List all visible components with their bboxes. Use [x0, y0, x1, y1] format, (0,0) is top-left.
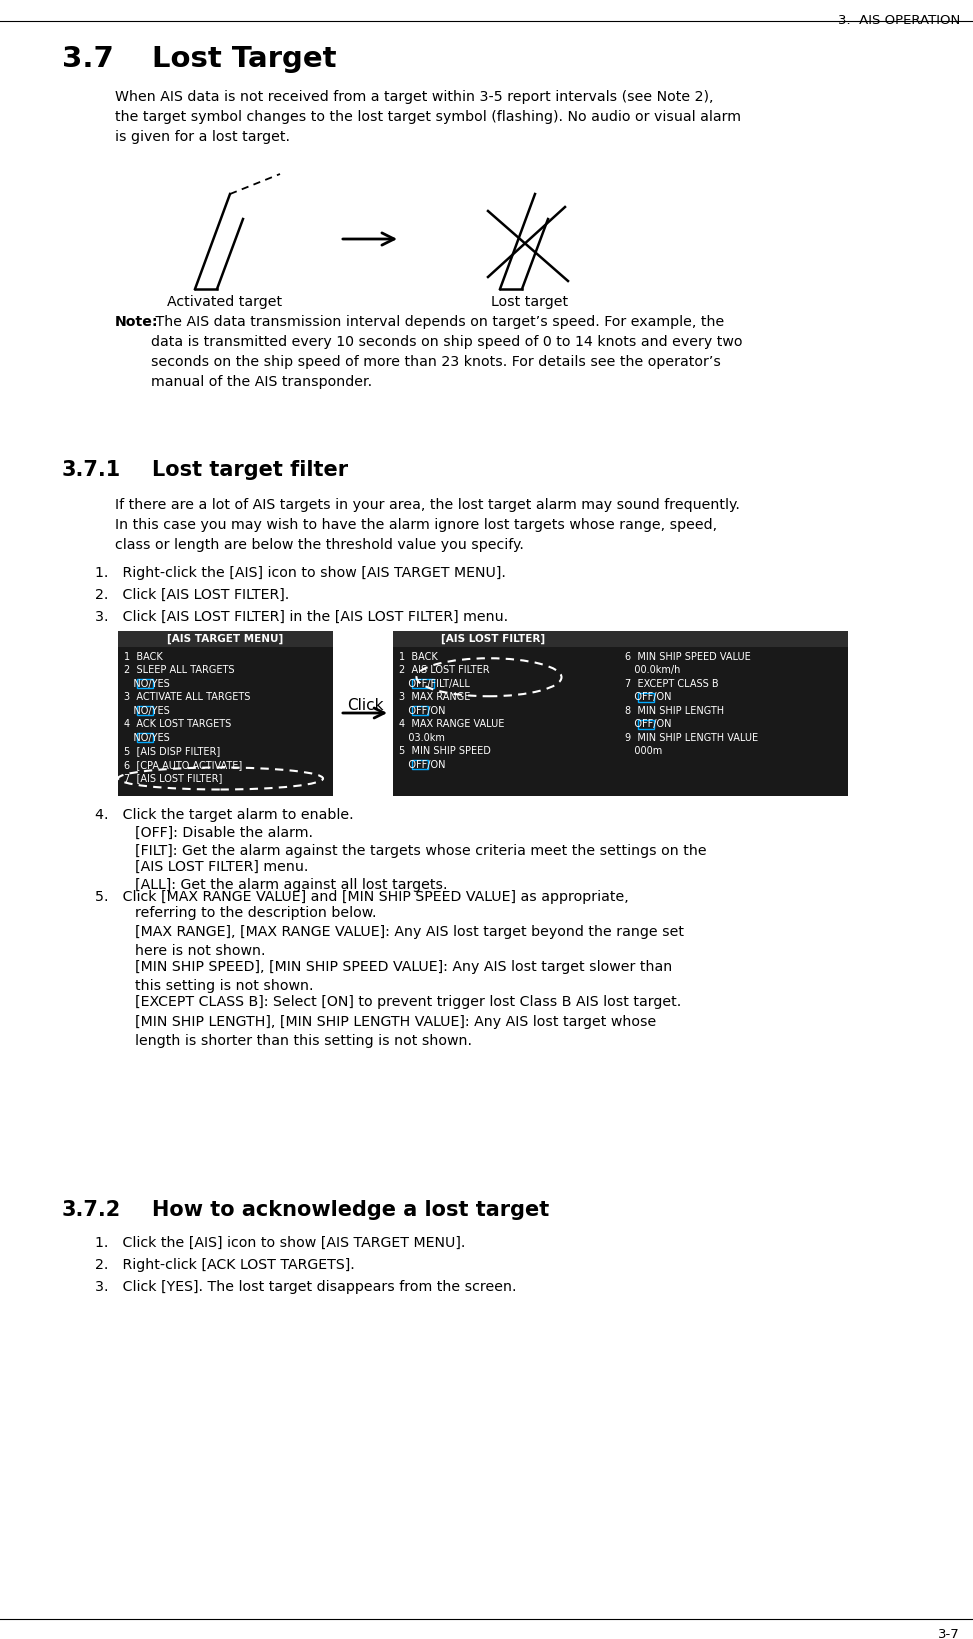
Text: How to acknowledge a lost target: How to acknowledge a lost target: [152, 1200, 549, 1219]
Text: Click: Click: [346, 698, 383, 713]
Text: 5  MIN SHIP SPEED: 5 MIN SHIP SPEED: [399, 746, 490, 756]
Text: NO/YES: NO/YES: [124, 705, 169, 716]
Text: 3.7.1: 3.7.1: [62, 459, 122, 480]
Text: 4  MAX RANGE VALUE: 4 MAX RANGE VALUE: [399, 720, 504, 729]
Bar: [412, 680, 434, 688]
Text: 3.7: 3.7: [62, 44, 114, 74]
Text: 4. Click the target alarm to enable.: 4. Click the target alarm to enable.: [95, 808, 353, 821]
Text: [AIS TARGET MENU]: [AIS TARGET MENU]: [167, 634, 283, 644]
Text: 6  MIN SHIP SPEED VALUE: 6 MIN SHIP SPEED VALUE: [625, 652, 751, 662]
Text: 9  MIN SHIP LENGTH VALUE: 9 MIN SHIP LENGTH VALUE: [625, 733, 758, 742]
Text: OFF/ON: OFF/ON: [625, 720, 671, 729]
Text: 4  ACK LOST TARGETS: 4 ACK LOST TARGETS: [124, 720, 232, 729]
Text: [OFF]: Disable the alarm.: [OFF]: Disable the alarm.: [135, 826, 313, 839]
Polygon shape: [393, 631, 848, 797]
Text: [ALL]: Get the alarm against all lost targets.: [ALL]: Get the alarm against all lost ta…: [135, 877, 448, 892]
Text: OFF/FILT/ALL: OFF/FILT/ALL: [399, 679, 470, 688]
Text: 1. Right-click the [AIS] icon to show [AIS TARGET MENU].: 1. Right-click the [AIS] icon to show [A…: [95, 565, 506, 580]
Text: Lost Target: Lost Target: [152, 44, 337, 74]
Text: Lost target filter: Lost target filter: [152, 459, 348, 480]
Text: 6  [CPA AUTO ACTIVATE]: 6 [CPA AUTO ACTIVATE]: [124, 759, 242, 770]
Text: Lost target: Lost target: [491, 295, 568, 308]
Polygon shape: [393, 631, 848, 647]
Text: 000m: 000m: [625, 746, 663, 756]
Bar: [638, 720, 654, 729]
Text: 03.0km: 03.0km: [399, 733, 445, 742]
Text: 3. Click [AIS LOST FILTER] in the [AIS LOST FILTER] menu.: 3. Click [AIS LOST FILTER] in the [AIS L…: [95, 610, 508, 623]
Text: 2  AIS LOST FILTER: 2 AIS LOST FILTER: [399, 665, 489, 675]
Text: OFF/ON: OFF/ON: [625, 692, 671, 701]
Polygon shape: [118, 631, 333, 797]
Text: 1  BACK: 1 BACK: [124, 652, 162, 662]
Text: [FILT]: Get the alarm against the targets whose criteria meet the settings on th: [FILT]: Get the alarm against the target…: [135, 844, 706, 857]
Text: NO/YES: NO/YES: [124, 679, 169, 688]
Bar: [137, 734, 153, 742]
Text: 1  BACK: 1 BACK: [399, 652, 438, 662]
Text: Activated target: Activated target: [167, 295, 282, 308]
Text: 7  EXCEPT CLASS B: 7 EXCEPT CLASS B: [625, 679, 719, 688]
Text: 5  [AIS DISP FILTER]: 5 [AIS DISP FILTER]: [124, 746, 220, 756]
Text: 5. Click [MAX RANGE VALUE] and [MIN SHIP SPEED VALUE] as appropriate,: 5. Click [MAX RANGE VALUE] and [MIN SHIP…: [95, 890, 629, 903]
Bar: [638, 693, 654, 701]
Text: 3. Click [YES]. The lost target disappears from the screen.: 3. Click [YES]. The lost target disappea…: [95, 1278, 517, 1293]
Text: 00.0km/h: 00.0km/h: [625, 665, 680, 675]
Text: If there are a lot of AIS targets in your area, the lost target alarm may sound : If there are a lot of AIS targets in you…: [115, 498, 739, 552]
Bar: [137, 680, 153, 688]
Text: The AIS data transmission interval depends on target’s speed. For example, the
d: The AIS data transmission interval depen…: [151, 315, 742, 388]
Text: [MIN SHIP LENGTH], [MIN SHIP LENGTH VALUE]: Any AIS lost target whose
length is : [MIN SHIP LENGTH], [MIN SHIP LENGTH VALU…: [135, 1015, 656, 1047]
Text: 3-7: 3-7: [938, 1628, 960, 1639]
Text: referring to the description below.: referring to the description below.: [135, 905, 377, 919]
Text: [MAX RANGE], [MAX RANGE VALUE]: Any AIS lost target beyond the range set
here is: [MAX RANGE], [MAX RANGE VALUE]: Any AIS …: [135, 924, 684, 957]
Bar: [412, 760, 428, 770]
Text: OFF/ON: OFF/ON: [399, 759, 446, 770]
Text: [EXCEPT CLASS B]: Select [ON] to prevent trigger lost Class B AIS lost target.: [EXCEPT CLASS B]: Select [ON] to prevent…: [135, 995, 681, 1008]
Text: NO/YES: NO/YES: [124, 733, 169, 742]
Text: 3.  AIS OPERATION: 3. AIS OPERATION: [838, 15, 960, 26]
Text: Note:: Note:: [115, 315, 159, 329]
Bar: [137, 706, 153, 716]
Text: 2. Right-click [ACK LOST TARGETS].: 2. Right-click [ACK LOST TARGETS].: [95, 1257, 355, 1272]
Text: When AIS data is not received from a target within 3-5 report intervals (see Not: When AIS data is not received from a tar…: [115, 90, 741, 144]
Text: [AIS LOST FILTER] menu.: [AIS LOST FILTER] menu.: [135, 859, 308, 874]
Text: 3.7.2: 3.7.2: [62, 1200, 122, 1219]
Text: 3  ACTIVATE ALL TARGETS: 3 ACTIVATE ALL TARGETS: [124, 692, 250, 701]
Polygon shape: [118, 631, 333, 647]
Text: OFF/ON: OFF/ON: [399, 705, 446, 716]
Text: 3  MAX RANGE: 3 MAX RANGE: [399, 692, 470, 701]
Bar: [412, 706, 428, 716]
Text: 7  [AIS LOST FILTER]: 7 [AIS LOST FILTER]: [124, 774, 223, 783]
Text: 2  SLEEP ALL TARGETS: 2 SLEEP ALL TARGETS: [124, 665, 234, 675]
Text: 8  MIN SHIP LENGTH: 8 MIN SHIP LENGTH: [625, 705, 724, 716]
Text: [MIN SHIP SPEED], [MIN SHIP SPEED VALUE]: Any AIS lost target slower than
this s: [MIN SHIP SPEED], [MIN SHIP SPEED VALUE]…: [135, 959, 672, 993]
Text: 2. Click [AIS LOST FILTER].: 2. Click [AIS LOST FILTER].: [95, 588, 289, 602]
Text: [AIS LOST FILTER]: [AIS LOST FILTER]: [441, 634, 545, 644]
Text: 1. Click the [AIS] icon to show [AIS TARGET MENU].: 1. Click the [AIS] icon to show [AIS TAR…: [95, 1236, 465, 1249]
